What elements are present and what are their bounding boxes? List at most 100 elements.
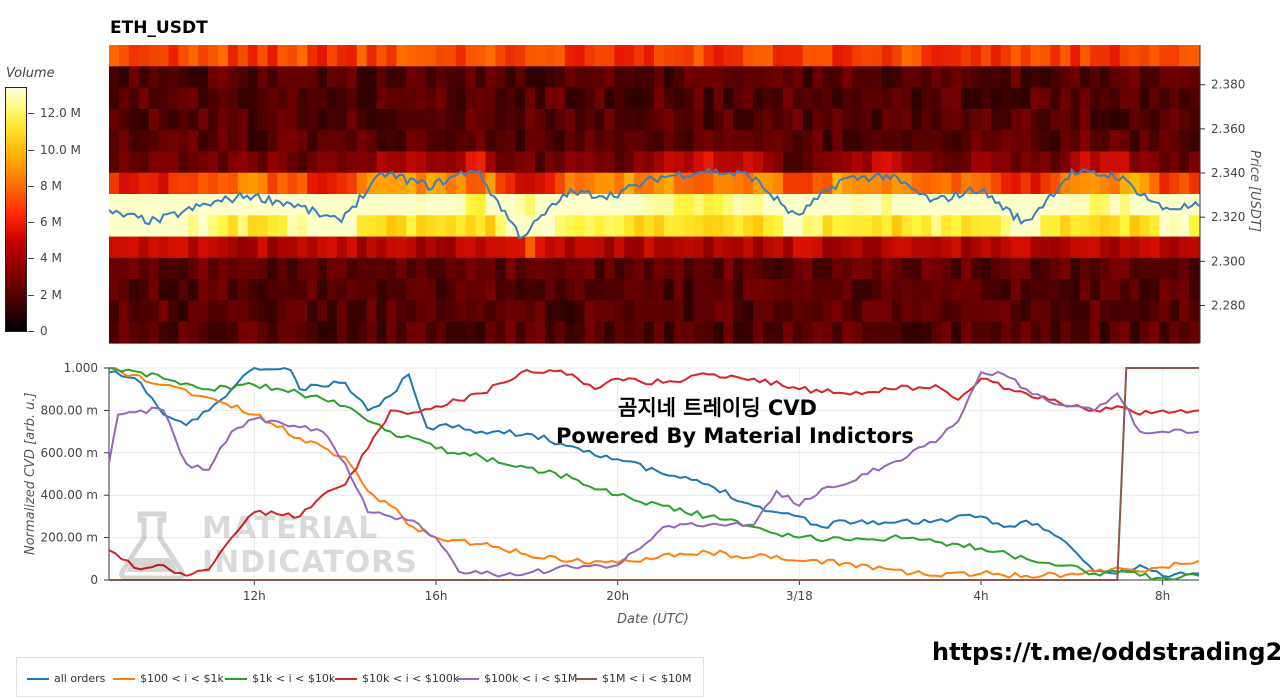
heatmap-cell — [1129, 87, 1141, 110]
heatmap-cell — [118, 45, 130, 67]
heatmap-cell — [634, 87, 645, 110]
heatmap-cell — [128, 172, 140, 195]
heatmap-cell — [1179, 66, 1190, 89]
heatmap-cell — [881, 130, 893, 153]
price-volume-heatmap[interactable]: 2.380 k2.360 k2.340 k2.320 k2.300 k2.280… — [109, 45, 1249, 345]
heatmap-cell — [1040, 279, 1051, 302]
heatmap-cell — [802, 257, 814, 280]
heatmap-cell — [792, 321, 804, 344]
heatmap-cell — [743, 151, 754, 174]
heatmap-cell — [901, 45, 913, 67]
heatmap-cell — [247, 257, 259, 280]
heatmap-cell — [178, 279, 189, 302]
heatmap-cell — [802, 151, 814, 174]
heatmap-cell — [277, 66, 288, 89]
heatmap-cell — [1050, 236, 1061, 259]
heatmap-cell — [1080, 87, 1091, 110]
heatmap-cell — [1090, 279, 1101, 302]
heatmap-cell — [951, 130, 962, 153]
heatmap-cell — [545, 321, 556, 344]
heatmap-cell — [445, 151, 457, 174]
heatmap-cell — [842, 300, 853, 323]
heatmap-cell — [1010, 45, 1022, 67]
heatmap-cell — [812, 45, 824, 67]
heatmap-cell — [416, 66, 427, 89]
heatmap-cell — [455, 215, 467, 238]
heatmap-cell — [1099, 321, 1111, 344]
heatmap-cell — [436, 215, 447, 238]
heatmap-cell — [564, 215, 576, 238]
heatmap-cell — [812, 215, 824, 238]
heatmap-cell — [673, 45, 685, 67]
heatmap-cell — [782, 130, 794, 153]
legend-swatch — [225, 677, 247, 680]
legend-item[interactable]: all orders — [27, 672, 105, 685]
heatmap-cell — [495, 108, 506, 131]
legend-item[interactable]: $1M < i < $10M — [575, 672, 691, 685]
heatmap-cell — [317, 66, 328, 89]
heatmap-cell — [178, 87, 189, 110]
heatmap-cell — [525, 279, 536, 302]
heatmap-cell — [614, 108, 625, 131]
heatmap-cell — [1109, 279, 1121, 302]
heatmap-cell — [1060, 151, 1071, 174]
heatmap-cell — [287, 321, 298, 344]
heatmap-cell — [743, 194, 754, 216]
heatmap-cell — [743, 87, 754, 110]
heatmap-cell — [208, 215, 219, 238]
heatmap-cell — [584, 236, 596, 259]
heatmap-cell — [376, 108, 388, 131]
heatmap-cell — [1070, 108, 1081, 131]
heatmap-cell — [644, 215, 655, 238]
heatmap-cell — [297, 108, 308, 131]
heatmap-cell — [267, 66, 279, 89]
heatmap-cell — [1010, 108, 1022, 131]
heatmap-cell — [614, 66, 625, 89]
heatmap-cell — [723, 321, 734, 344]
heatmap-cell — [128, 300, 140, 323]
telegram-link[interactable]: https://t.me/oddstrading2 — [932, 638, 1280, 666]
heatmap-cell — [317, 130, 328, 153]
heatmap-cell — [257, 279, 269, 302]
heatmap-cell — [525, 87, 536, 110]
heatmap-cell — [822, 236, 833, 259]
heatmap-cell — [802, 300, 814, 323]
heatmap-cell — [782, 300, 794, 323]
price-axis-label: Price [USDT] — [1247, 150, 1262, 232]
heatmap-cell — [445, 194, 457, 216]
cvd-series-line — [108, 367, 1200, 581]
heatmap-cell — [208, 108, 219, 131]
heatmap-cell — [267, 300, 279, 323]
heatmap-cell — [961, 279, 972, 302]
heatmap-cell — [842, 236, 853, 259]
heatmap-cell — [792, 172, 804, 195]
heatmap-cell — [406, 257, 417, 280]
heatmap-cell — [148, 236, 160, 259]
heatmap-cell — [881, 45, 893, 67]
heatmap-cell — [832, 215, 843, 238]
legend-item[interactable]: $1k < i < $10k — [225, 672, 335, 685]
heatmap-cell — [525, 321, 536, 344]
heatmap-cell — [673, 108, 685, 131]
legend-item[interactable]: $100 < i < $1k — [113, 672, 224, 685]
heatmap-cell — [178, 130, 189, 153]
legend-item[interactable]: $10k < i < $100k — [335, 672, 459, 685]
heatmap-cell — [941, 108, 952, 131]
heatmap-cell — [168, 194, 179, 216]
heatmap-cell — [396, 172, 407, 195]
heatmap-cell — [1060, 215, 1071, 238]
heatmap-cell — [158, 151, 170, 174]
heatmap-cell — [644, 257, 655, 280]
heatmap-cell — [436, 172, 447, 195]
heatmap-cell — [862, 300, 873, 323]
heatmap-cell — [941, 215, 952, 238]
heatmap-cell — [654, 300, 665, 323]
heatmap-cell — [763, 279, 774, 302]
legend-item[interactable]: $100k < i < $1M — [457, 672, 577, 685]
heatmap-cell — [683, 321, 695, 344]
heatmap-cell — [426, 194, 437, 216]
heatmap-cell — [1000, 321, 1012, 344]
heatmap-cell — [802, 130, 814, 153]
heatmap-cell — [1070, 236, 1081, 259]
